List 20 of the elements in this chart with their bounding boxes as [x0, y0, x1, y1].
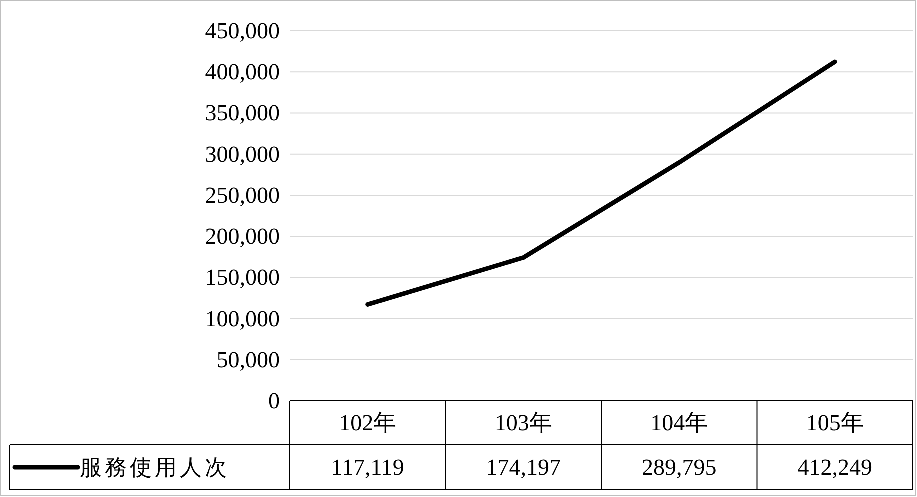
y-tick-label: 250,000	[205, 182, 280, 208]
x-tick-label: 105年	[806, 410, 864, 436]
x-tick-label: 102年	[339, 410, 397, 436]
data-label: 289,795	[642, 455, 717, 480]
x-tick-label: 104年	[650, 410, 708, 436]
y-tick-label: 50,000	[216, 347, 280, 372]
data-label: 412,249	[798, 455, 872, 480]
y-tick-label: 100,000	[205, 306, 280, 332]
y-tick-label: 150,000	[205, 265, 280, 290]
y-tick-label: 450,000	[205, 18, 280, 44]
line-series	[366, 60, 838, 307]
y-tick-label: 400,000	[205, 60, 280, 85]
y-tick-label: 200,000	[205, 224, 280, 250]
y-tick-label: 350,000	[205, 100, 280, 126]
x-tick-label: 103年	[494, 410, 552, 436]
y-tick-label: 0	[268, 388, 280, 414]
data-label: 174,197	[486, 455, 561, 480]
y-tick-label: 300,000	[205, 142, 280, 167]
legend-label: 服務使用人次	[80, 455, 230, 480]
data-label: 117,119	[331, 455, 404, 480]
